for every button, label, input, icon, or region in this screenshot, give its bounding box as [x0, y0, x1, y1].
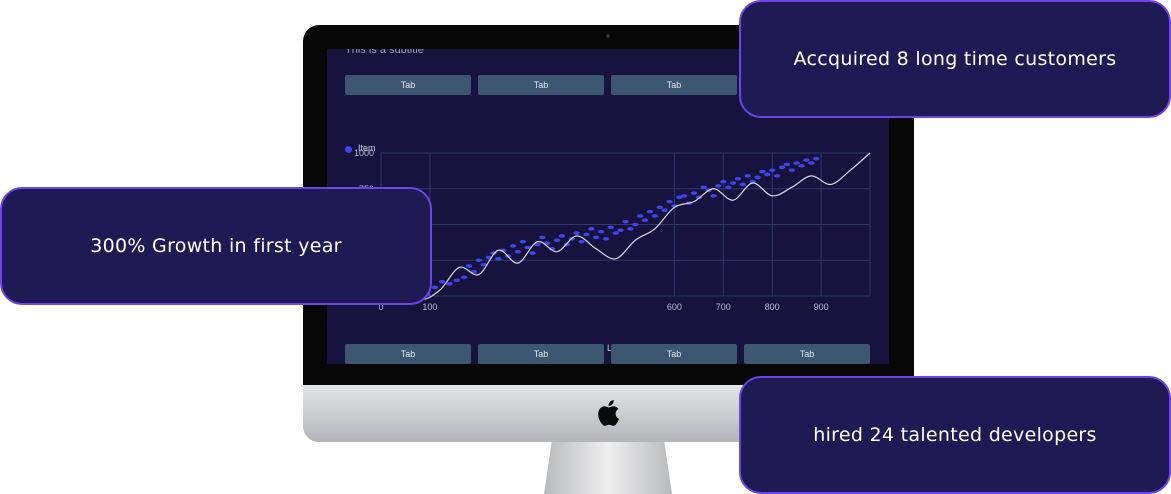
camera-dot: [606, 34, 610, 38]
legend-label[interactable]: Item: [358, 143, 376, 153]
scatter-point: [778, 165, 786, 170]
scatter-point: [592, 235, 600, 240]
scatter-point: [661, 208, 668, 212]
scatter-point: [754, 175, 761, 180]
scatter-point: [803, 158, 810, 162]
scatter-point: [475, 258, 482, 263]
scatter-point: [773, 174, 781, 178]
scatter-point: [519, 239, 527, 244]
scatter-point: [724, 185, 732, 190]
tab-bottom-2[interactable]: Tab: [478, 344, 604, 364]
x-tick-label: 0: [378, 302, 383, 312]
scatter-point: [808, 161, 815, 165]
scatter-point: [539, 235, 546, 240]
scatter-point: [617, 228, 624, 233]
scatter-point: [729, 181, 737, 185]
scatter-point: [715, 184, 722, 188]
scatter-point: [744, 174, 751, 178]
scatter-point: [739, 182, 747, 187]
scatter-point: [509, 244, 517, 248]
scatter-point: [446, 282, 453, 286]
scatter-point: [680, 194, 688, 198]
tab-bottom-3[interactable]: Tab: [611, 344, 737, 364]
scatter-point: [578, 239, 585, 244]
scatter-point: [495, 257, 502, 261]
scatter-point: [651, 214, 659, 218]
tab-top-3[interactable]: Tab: [611, 75, 737, 95]
scatter-point: [769, 168, 776, 172]
scatter-point: [627, 226, 634, 231]
x-tick-label: 100: [422, 302, 437, 312]
scatter-point: [514, 249, 522, 254]
scatter-point: [453, 278, 460, 283]
x-tick-label: 800: [765, 302, 780, 312]
scatter-point: [793, 161, 800, 165]
scatter-point: [544, 241, 551, 245]
scatter-point: [573, 231, 580, 235]
scatter-point: [524, 245, 531, 250]
scatter-point: [656, 205, 663, 210]
scatter-point: [612, 231, 619, 235]
scatter-point: [485, 255, 492, 260]
scatter-point: [636, 214, 644, 218]
scatter-point: [759, 169, 766, 174]
scatter-point: [558, 234, 566, 238]
scatter-point: [783, 162, 791, 167]
callout-customers: Accquired 8 long time customers: [739, 0, 1171, 118]
scatter-point: [438, 279, 446, 284]
callout-developers: hired 24 talented developers: [739, 376, 1171, 494]
scatter-point: [798, 164, 805, 168]
scatter-point: [641, 218, 649, 223]
scatter-point: [622, 219, 629, 224]
scatter-point: [431, 285, 438, 290]
scatter-point: [602, 237, 610, 241]
x-tick-label: 700: [716, 302, 731, 312]
scatter-point: [583, 232, 590, 237]
trend-line: [380, 152, 871, 300]
tab-top-1[interactable]: Tab: [345, 75, 471, 95]
scatter-point: [813, 156, 820, 161]
scatter-point: [588, 226, 595, 231]
y-tick-label: 1000: [354, 148, 374, 158]
scatter-point: [749, 179, 756, 184]
tab-bottom-4[interactable]: Tab: [744, 344, 870, 364]
scatter-point: [480, 262, 487, 267]
scatter-point: [700, 185, 707, 190]
tab-bottom-1[interactable]: Tab: [345, 344, 471, 364]
monitor-stand: [544, 442, 672, 494]
scatter-point: [720, 179, 727, 184]
scatter-point: [529, 251, 536, 255]
x-tick-label: 900: [814, 302, 829, 312]
scatter-point: [690, 191, 698, 195]
scatter-point: [597, 229, 605, 234]
scatter-point: [710, 194, 717, 198]
scatter-point: [607, 225, 615, 230]
scatter-point: [534, 242, 541, 247]
tab-top-2[interactable]: Tab: [478, 75, 604, 95]
scatter-point: [788, 168, 795, 172]
x-tick-label: 600: [667, 302, 682, 312]
scatter-point: [553, 238, 561, 243]
scatter-point: [666, 199, 673, 204]
callout-growth: 300% Growth in first year: [0, 187, 432, 305]
scatter-point: [646, 209, 654, 214]
scatter-point: [465, 264, 473, 268]
legend-marker: [345, 146, 352, 153]
page-subtitle: This is a subtitle: [345, 49, 424, 56]
scatter-point: [764, 172, 771, 177]
scatter-point: [734, 176, 742, 181]
apple-logo-icon: [598, 400, 620, 426]
scatter-point: [460, 275, 468, 280]
scatter-point: [632, 222, 639, 227]
scatter-point: [676, 195, 683, 200]
